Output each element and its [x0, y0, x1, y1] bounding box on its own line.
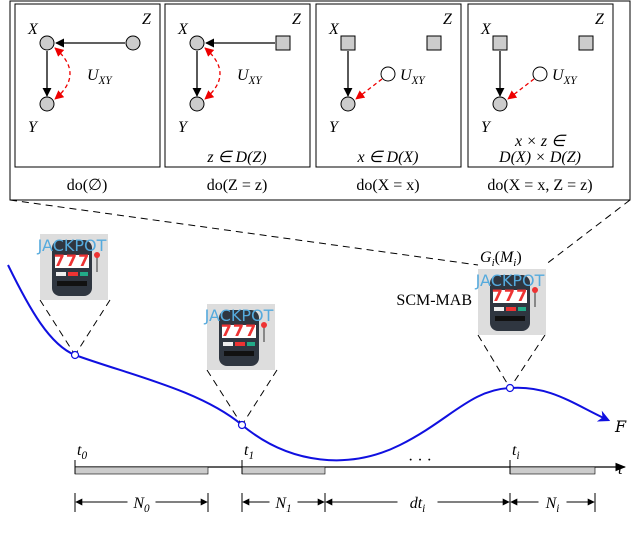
- panel-bar: [235, 342, 245, 346]
- axis-label: t: [618, 461, 623, 478]
- label-main: dt: [410, 495, 423, 512]
- reels: 777: [221, 321, 257, 340]
- label: UXY: [400, 67, 426, 87]
- label-sub: XY: [563, 75, 579, 87]
- node: [493, 36, 507, 50]
- node-label: Y: [178, 119, 189, 136]
- reels: 777: [492, 286, 528, 305]
- label-sub: 1: [248, 450, 254, 462]
- label: ti: [512, 442, 520, 462]
- label-sub: 1: [286, 503, 292, 515]
- label: N1: [274, 495, 291, 515]
- label: t0: [77, 442, 87, 462]
- node-label: Z: [142, 11, 152, 28]
- node-label: X: [177, 21, 189, 38]
- diagram: X Z Y UXY do(∅) X Z Y UXY z ∈ D(Z) do(Z = z) X Z Y UXY…: [0, 0, 639, 542]
- label: UXY: [87, 67, 113, 87]
- model-label: Gi(Mi): [480, 249, 522, 269]
- node: [381, 67, 395, 81]
- timeline: [75, 460, 625, 512]
- model-name: SCM-MAB: [396, 292, 472, 309]
- label-sub: XY: [248, 75, 264, 87]
- label-sub: i: [516, 450, 519, 462]
- node: [341, 97, 355, 111]
- graph: G: [480, 249, 492, 266]
- node-label: Y: [329, 119, 340, 136]
- label: t1: [244, 442, 254, 462]
- condition: x × z ∈: [514, 133, 567, 150]
- reels: 777: [54, 251, 90, 270]
- label: Ni: [545, 495, 560, 515]
- function-label: F: [614, 417, 627, 436]
- panel-bar: [247, 342, 255, 346]
- tray: [224, 351, 254, 356]
- node-label: Z: [443, 11, 453, 28]
- label-sub: XY: [98, 75, 114, 87]
- tray: [57, 281, 87, 286]
- condition: x ∈ D(X): [356, 149, 418, 166]
- caption: do(X = x, Z = z): [487, 177, 592, 194]
- confounder: [508, 79, 534, 99]
- label-sub: i: [422, 503, 425, 515]
- label-sub: 0: [81, 450, 87, 462]
- panel-bar: [223, 342, 233, 346]
- panel-bar: [56, 272, 66, 276]
- panels-frame: [10, 1, 630, 200]
- label: N0: [132, 495, 150, 515]
- panel-bar: [506, 307, 516, 311]
- label-sub: i: [556, 503, 559, 515]
- node: [427, 36, 441, 50]
- panel-bar: [518, 307, 526, 311]
- node: [533, 67, 547, 81]
- confounder: [356, 79, 382, 99]
- node-label: Y: [481, 119, 492, 136]
- node-label: X: [27, 21, 39, 38]
- label-sub: 0: [144, 503, 150, 515]
- lever-knob: [94, 252, 100, 258]
- ellipsis: · · ·: [408, 452, 432, 469]
- node: [126, 36, 140, 50]
- node-label: Y: [28, 119, 39, 136]
- label: UXY: [237, 67, 263, 87]
- caption: do(X = x): [356, 177, 419, 194]
- caption: do(Z = z): [207, 177, 268, 194]
- panel-bar: [80, 272, 88, 276]
- node-label: Z: [595, 11, 605, 28]
- node: [493, 97, 507, 111]
- confounder: [55, 48, 70, 99]
- paren: ): [516, 249, 521, 266]
- node-label: Z: [292, 11, 302, 28]
- panel-bar: [68, 272, 78, 276]
- tray: [495, 316, 525, 321]
- confounder: [205, 48, 220, 99]
- node: [341, 36, 355, 50]
- condition: z ∈ D(Z): [206, 149, 266, 166]
- node: [276, 36, 290, 50]
- label: UXY: [552, 67, 578, 87]
- node: [40, 97, 54, 111]
- lever-knob: [261, 322, 267, 328]
- label: dti: [410, 495, 426, 515]
- caption: do(∅): [67, 177, 108, 194]
- label-sub: XY: [411, 75, 427, 87]
- panel-bar: [494, 307, 504, 311]
- condition: D(X) × D(Z): [498, 149, 581, 166]
- node: [40, 36, 54, 50]
- lever-knob: [532, 287, 538, 293]
- node: [190, 97, 204, 111]
- node-label: X: [328, 21, 340, 38]
- node: [190, 36, 204, 50]
- node: [579, 36, 593, 50]
- node-label: X: [480, 21, 492, 38]
